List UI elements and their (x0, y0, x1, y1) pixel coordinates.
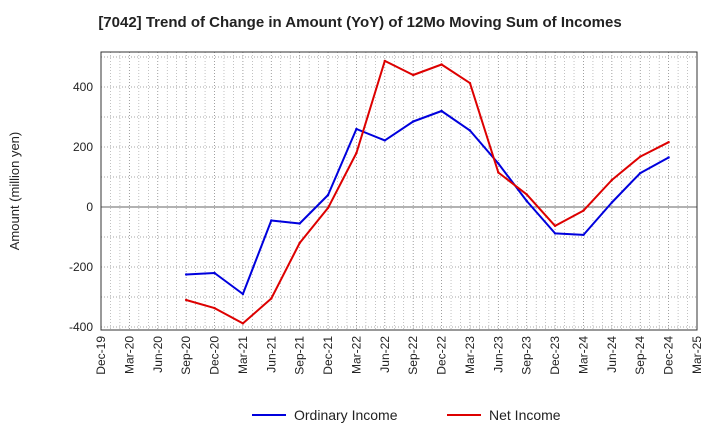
x-tick-label: Mar-24 (576, 336, 590, 374)
x-tick-label: Jun-24 (605, 336, 619, 373)
ordinary-income-point (270, 219, 273, 222)
axis-layer: -400 -200 0 200 400 Amount (million yen) Dec-1… (7, 51, 704, 375)
x-tick-label: Mar-21 (236, 336, 250, 374)
net-income-legend-label: Net Income (489, 407, 561, 423)
net-income-point (298, 241, 301, 245)
y-axis-label: Amount (million yen) (7, 132, 22, 251)
net-income-point (468, 81, 472, 85)
plot-area (101, 52, 697, 330)
net-income-point (326, 206, 330, 210)
net-income-point (582, 209, 585, 212)
ordinary-income-point (440, 109, 443, 113)
x-tick-label: Dec-20 (208, 336, 222, 375)
x-tick-label: Sep-22 (406, 336, 420, 375)
net-income-point (667, 141, 670, 144)
x-tick-label: Sep-23 (520, 336, 534, 375)
net-income-line (185, 59, 670, 325)
grid-layer (100, 52, 698, 330)
net-income-point (553, 224, 557, 228)
ordinary-income-point (639, 171, 642, 175)
x-tick-label: Sep-24 (633, 336, 647, 375)
ordinary-income-point (298, 222, 301, 225)
ordinary-income-point (213, 271, 216, 275)
chart-title: [7042] Trend of Change in Amount (YoY) o… (98, 14, 622, 31)
ordinary-income-point (497, 162, 500, 165)
x-tick-label: Mar-20 (122, 336, 136, 374)
ordinary-income-point (241, 292, 245, 296)
x-tick-label: Sep-20 (179, 336, 193, 375)
y-tick-label: -400 (69, 320, 93, 334)
ordinary-income-point (468, 129, 472, 132)
ordinary-income-point (582, 233, 585, 237)
y-tick-label: 0 (86, 200, 93, 214)
x-tick-label: Dec-19 (94, 336, 108, 375)
ordinary-income-point (184, 273, 188, 276)
x-tick-label: Jun-21 (264, 336, 278, 373)
net-income-point (497, 171, 500, 174)
x-tick-label: Mar-23 (463, 336, 477, 374)
series-layer (184, 59, 670, 325)
x-tick-label: Mar-22 (349, 336, 363, 374)
x-tick-label: Jun-22 (378, 336, 392, 373)
x-tick-label: Dec-21 (321, 336, 335, 375)
net-income-point (411, 73, 415, 77)
net-income-point (270, 297, 273, 300)
x-tick-label: Mar-25 (690, 336, 704, 374)
ordinary-income-line (186, 110, 670, 295)
ordinary-income-point (610, 201, 614, 204)
net-income-point (525, 193, 528, 196)
x-tick-label: Sep-21 (293, 336, 307, 375)
ordinary-income-point (667, 156, 670, 159)
net-income-point (639, 155, 642, 158)
x-tick-label: Dec-24 (662, 336, 676, 375)
ordinary-income-point (326, 193, 330, 197)
net-income-point (355, 151, 358, 155)
net-income-point (184, 298, 188, 302)
ordinary-income-point (553, 232, 557, 235)
y-tick-label: 200 (73, 140, 93, 154)
y-tick-label: 400 (73, 80, 93, 94)
legend: Ordinary Income Net Income (252, 407, 561, 423)
x-tick-label: Dec-23 (548, 336, 562, 375)
net-income-point (241, 322, 245, 325)
ordinary-income-point (355, 127, 358, 131)
net-income-point (440, 63, 443, 66)
ordinary-income-legend-label: Ordinary Income (294, 407, 398, 423)
net-income-point (213, 306, 216, 310)
x-tick-label: Jun-23 (491, 336, 505, 373)
y-tick-label: -200 (69, 260, 93, 274)
ordinary-income-point (411, 120, 415, 123)
ordinary-income-point (525, 199, 528, 203)
net-income-point (610, 178, 614, 182)
net-income-point (383, 59, 387, 63)
plot-frame (100, 51, 698, 331)
x-tick-label: Jun-20 (151, 336, 165, 373)
ordinary-income-point (383, 139, 387, 142)
x-tick-label: Dec-22 (435, 336, 449, 375)
